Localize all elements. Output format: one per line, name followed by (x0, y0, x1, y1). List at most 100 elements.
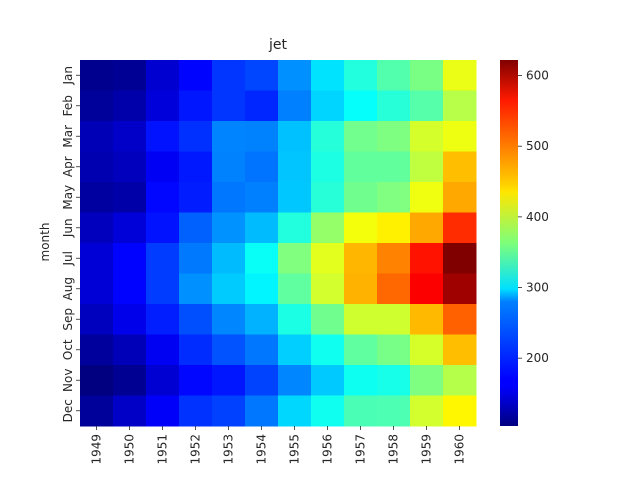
heatmap-cell (443, 151, 477, 183)
heatmap-cell (245, 60, 279, 91)
heatmap-cell (410, 365, 444, 396)
heatmap-cell (179, 90, 213, 122)
heatmap-cell (245, 212, 279, 244)
y-tick-label: Feb (61, 95, 75, 116)
heatmap-cell (344, 90, 378, 122)
heatmap-cell (443, 304, 477, 335)
y-tick-label: Apr (61, 156, 75, 177)
heatmap-cell (179, 60, 213, 91)
heatmap-cell (80, 334, 114, 366)
heatmap-cell (443, 334, 477, 366)
heatmap-cell (113, 60, 147, 91)
heatmap-cell (113, 273, 147, 305)
heatmap-cell (377, 365, 411, 396)
heatmap-cell (278, 273, 312, 305)
heatmap-cell (278, 121, 312, 152)
heatmap-cell (80, 365, 114, 396)
heatmap-cell (179, 151, 213, 183)
heatmap-cell (443, 212, 477, 244)
heatmap-cell (113, 395, 147, 427)
x-tick-label: 1953 (222, 434, 236, 465)
colorbar-tick-label: 400 (526, 210, 549, 224)
heatmap-cell (146, 182, 180, 213)
heatmap-cell (212, 121, 246, 152)
heatmap-cell (377, 273, 411, 305)
heatmap-cell (278, 365, 312, 396)
heatmap-cell (278, 304, 312, 335)
x-tick-label: 1952 (189, 434, 203, 465)
heatmap-cell (146, 273, 180, 305)
colorbar-tick-label: 300 (526, 281, 549, 295)
heatmap-cell (113, 90, 147, 122)
y-tick-label: Jun (61, 218, 75, 238)
heatmap-cell (443, 395, 477, 427)
heatmap-cell (146, 334, 180, 366)
x-tick-label: 1951 (156, 434, 170, 465)
heatmap-cell (311, 212, 345, 244)
colorbar-tick-label: 600 (526, 69, 549, 83)
heatmap-cell (410, 182, 444, 213)
y-tick-label: Jan (61, 66, 75, 86)
heatmap-cell (212, 365, 246, 396)
heatmap-cell (410, 243, 444, 274)
heatmap-cell (377, 304, 411, 335)
y-tick-label: Dec (61, 399, 75, 422)
heatmap-cell (179, 273, 213, 305)
heatmap-cell (410, 304, 444, 335)
heatmap-cell (410, 60, 444, 91)
heatmap-cell (377, 151, 411, 183)
heatmap-cell (179, 334, 213, 366)
heatmap-cell (212, 212, 246, 244)
heatmap-cell (179, 365, 213, 396)
heatmap-cell (113, 151, 147, 183)
heatmap-cell (212, 60, 246, 91)
heatmap-cell (80, 273, 114, 305)
heatmap-cell (311, 334, 345, 366)
x-tick-label: 1954 (255, 434, 269, 465)
heatmap-cell (146, 90, 180, 122)
heatmap-cell (344, 121, 378, 152)
y-tick-label: Aug (61, 277, 75, 300)
heatmap-cell (245, 334, 279, 366)
heatmap-cell (344, 60, 378, 91)
heatmap-cell (278, 243, 312, 274)
heatmap-cell (311, 243, 345, 274)
x-tick-label: 1960 (453, 434, 467, 465)
heatmap-cell (146, 304, 180, 335)
heatmap-cell (212, 304, 246, 335)
colorbar (500, 60, 518, 426)
heatmap-cell (443, 121, 477, 152)
heatmap-cell (80, 212, 114, 244)
heatmap-cell (410, 212, 444, 244)
heatmap-cell (278, 60, 312, 91)
heatmap-cell (443, 365, 477, 396)
y-tick-label: Jul (61, 251, 75, 266)
heatmap-cell (80, 90, 114, 122)
heatmap-cell (410, 334, 444, 366)
heatmap-cell (311, 304, 345, 335)
y-tick-label: Sep (61, 308, 75, 331)
heatmap-cell (245, 90, 279, 122)
heatmap-cell (146, 212, 180, 244)
heatmap-cell (344, 334, 378, 366)
heatmap-cell (377, 182, 411, 213)
heatmap-cell (278, 395, 312, 427)
colorbar-tick-label: 200 (526, 351, 549, 365)
heatmap-cell (311, 151, 345, 183)
heatmap-cell (212, 90, 246, 122)
heatmap-cell (245, 395, 279, 427)
heatmap-cell (278, 334, 312, 366)
heatmap-cell (311, 60, 345, 91)
heatmap-cells (80, 60, 477, 427)
heatmap-cell (212, 395, 246, 427)
x-tick-label: 1949 (90, 434, 104, 465)
heatmap-cell (80, 304, 114, 335)
heatmap-cell (377, 212, 411, 244)
y-tick-label: Nov (61, 369, 75, 392)
x-tick-label: 1956 (321, 434, 335, 465)
heatmap-cell (212, 243, 246, 274)
x-tick-label: 1950 (123, 434, 137, 465)
heatmap-cell (212, 151, 246, 183)
heatmap-cell (179, 243, 213, 274)
heatmap-cell (80, 395, 114, 427)
